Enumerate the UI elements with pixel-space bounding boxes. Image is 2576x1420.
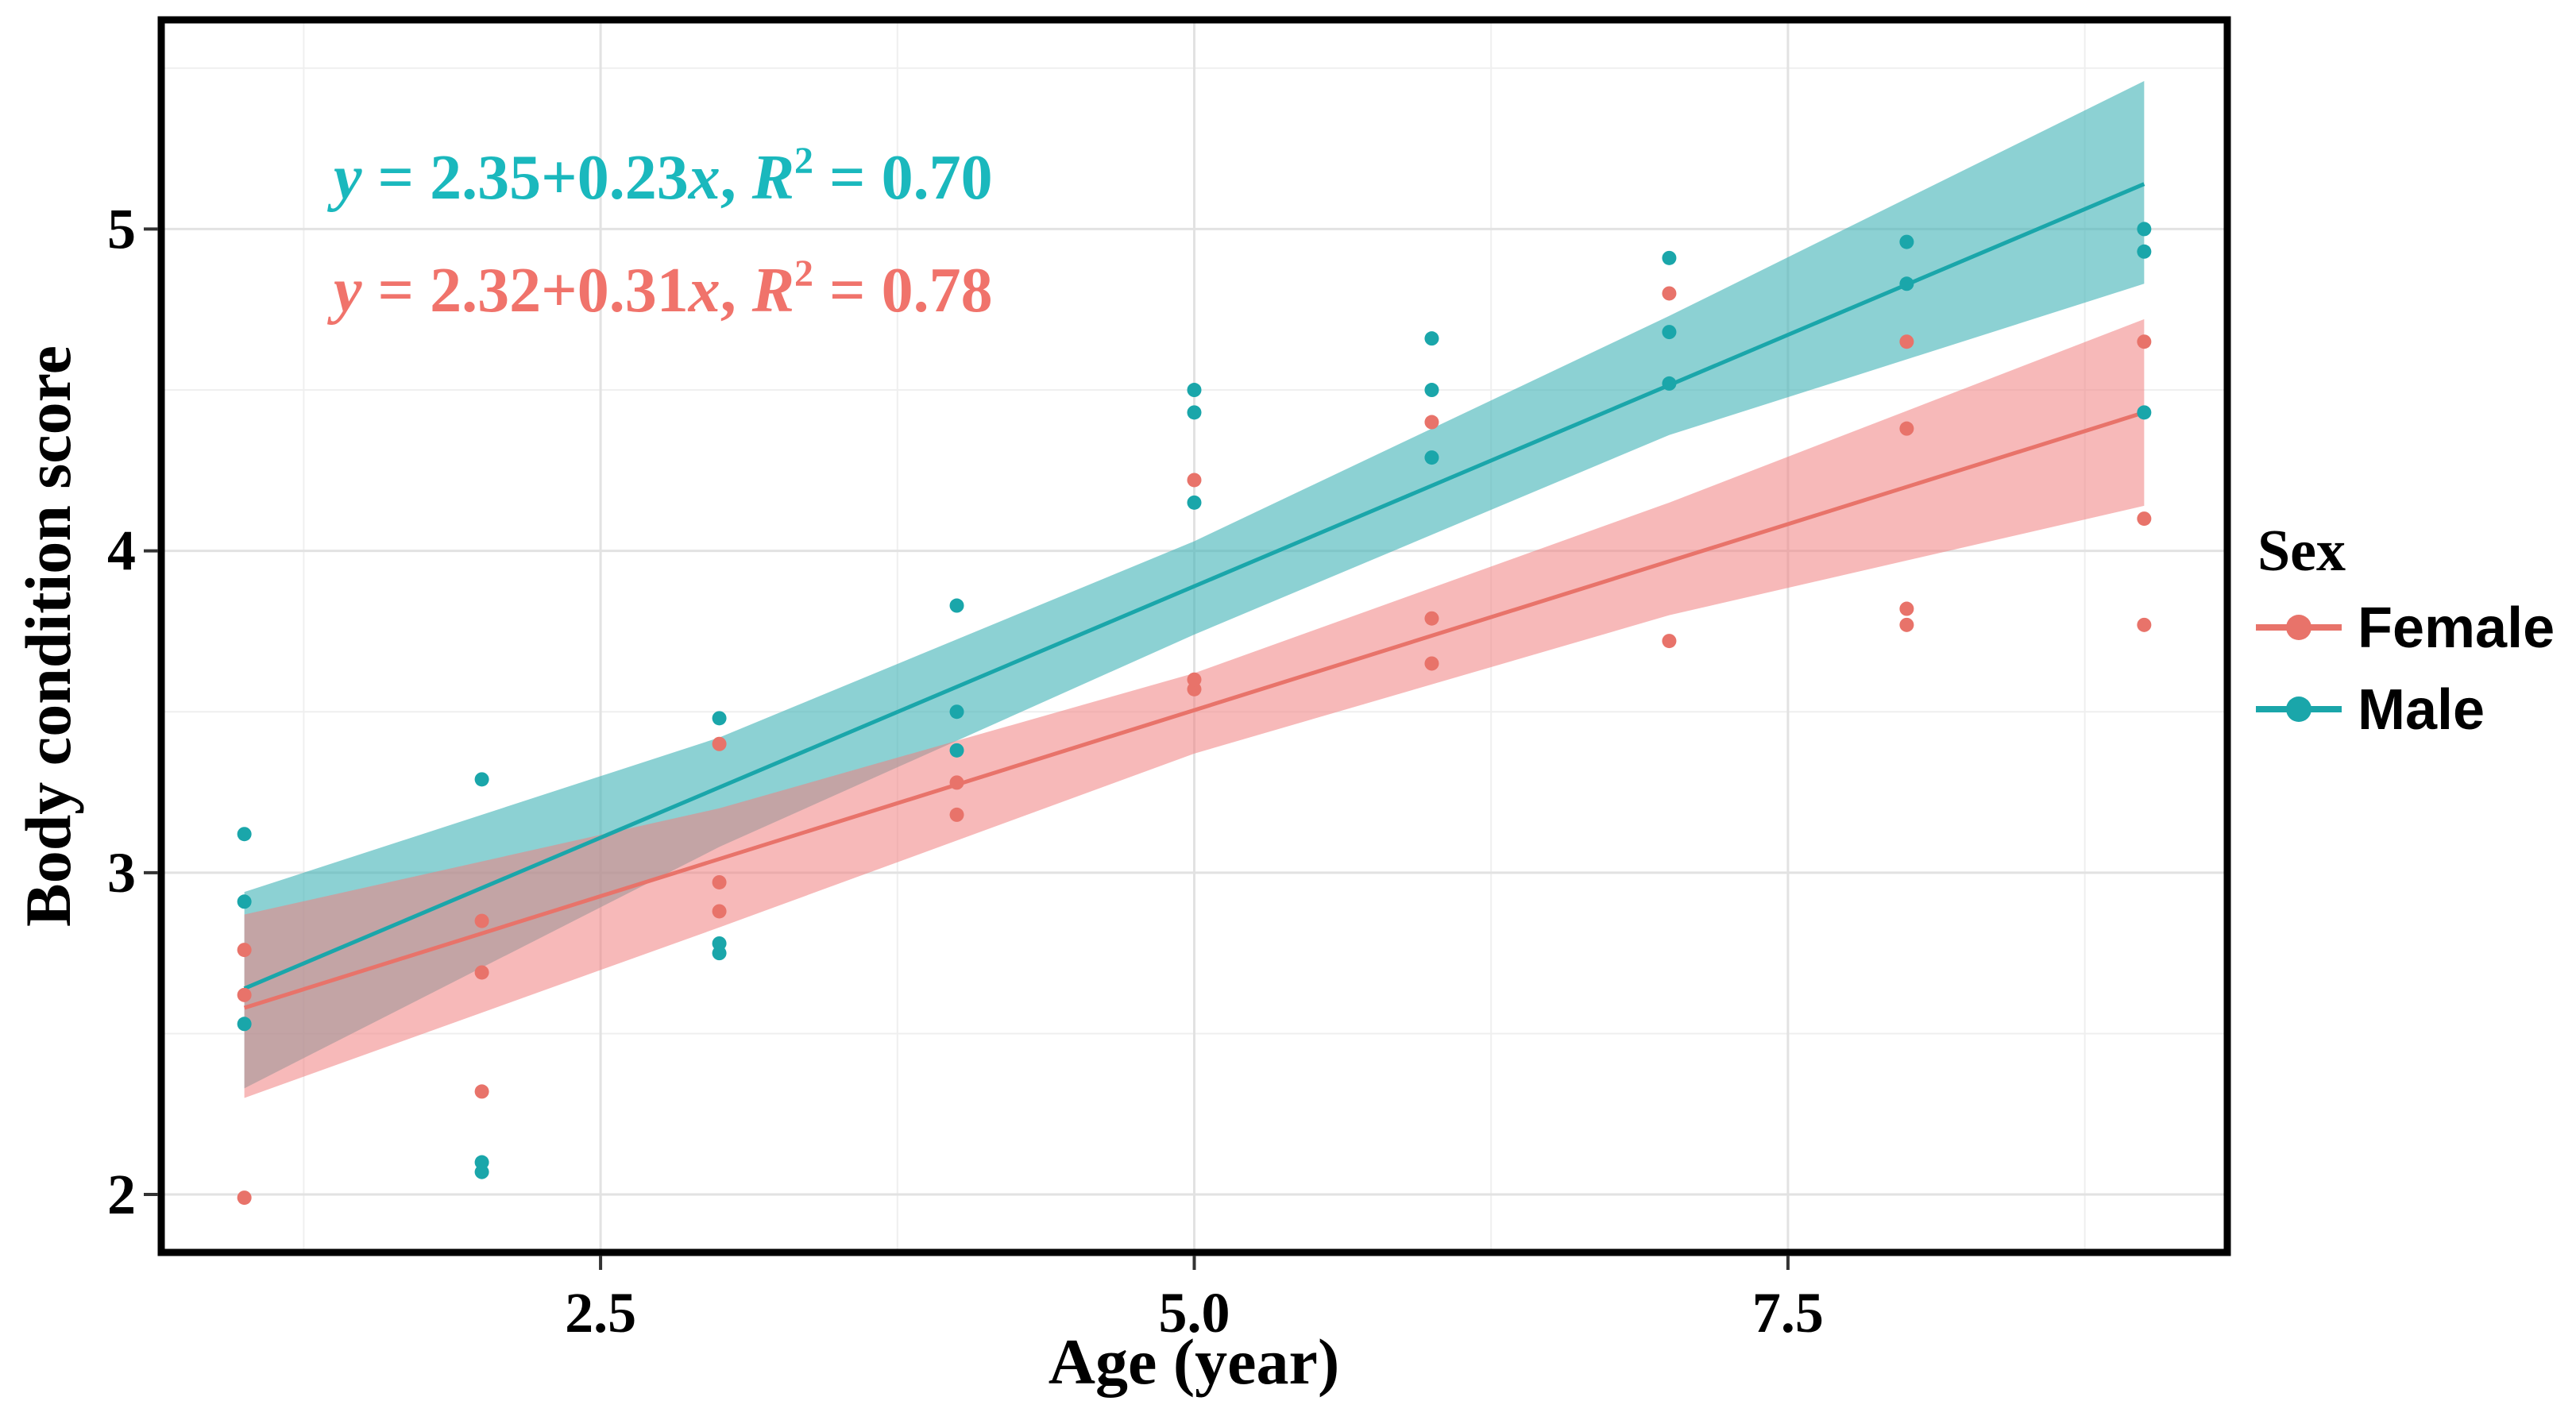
data-point-male <box>1662 376 1677 391</box>
eq-male-x: x <box>688 143 720 213</box>
data-point-female <box>474 1084 489 1099</box>
data-point-female <box>949 775 964 790</box>
data-point-female <box>1899 334 1914 349</box>
legend: Sex Female Male <box>2256 519 2555 742</box>
data-point-female <box>1187 473 1202 488</box>
data-point-male <box>474 772 489 787</box>
data-point-female <box>474 965 489 980</box>
data-point-female <box>1424 415 1439 430</box>
fit-line-female <box>243 410 2145 1010</box>
x-tick-label: 5.0 <box>1159 1281 1230 1345</box>
data-points <box>237 222 2152 1206</box>
x-axis-title: Age (year) <box>1049 1325 1340 1398</box>
data-point-female <box>1899 601 1914 616</box>
data-point-male <box>1662 325 1677 340</box>
eq-female-r: R <box>751 256 794 326</box>
legend-male-label: Male <box>2358 678 2485 742</box>
data-point-female <box>712 904 727 919</box>
plot-border <box>157 16 2231 1256</box>
data-point-male <box>1662 250 1677 265</box>
eq-female-x: x <box>688 256 720 326</box>
data-point-male <box>1187 495 1202 510</box>
eq-female-body: = 2.32+0.31 <box>362 256 689 326</box>
data-point-male <box>1187 383 1202 398</box>
eq-male-sup: 2 <box>794 140 813 182</box>
eq-male-r2: = 0.70 <box>813 143 993 213</box>
data-point-male <box>1424 331 1439 346</box>
eq-male-comma: , <box>720 143 752 213</box>
data-point-female <box>2137 334 2152 349</box>
data-point-female <box>237 1190 252 1206</box>
data-point-female <box>1187 672 1202 687</box>
data-point-female <box>1424 656 1439 671</box>
data-point-male <box>237 827 252 842</box>
data-point-male <box>1187 405 1202 420</box>
y-tick-label: 5 <box>107 197 136 260</box>
legend-item-female: Female <box>2256 596 2555 660</box>
fit-line-male <box>243 182 2145 991</box>
data-point-male <box>1899 276 1914 291</box>
data-point-female <box>2137 511 2152 527</box>
data-point-male <box>1424 450 1439 465</box>
eq-male-r: R <box>751 143 794 213</box>
data-point-female <box>712 736 727 751</box>
eq-female-r2: = 0.78 <box>813 256 993 326</box>
equation-female: y = 2.32+0.31x, R2 = 0.78 <box>326 253 993 326</box>
data-point-male <box>712 936 727 951</box>
data-point-female <box>1662 634 1677 649</box>
eq-male-body: = 2.35+0.23 <box>362 143 689 213</box>
y-tick-label: 3 <box>107 841 136 905</box>
data-point-male <box>2137 244 2152 259</box>
data-point-female <box>474 913 489 928</box>
y-tick-label: 4 <box>107 519 136 583</box>
y-axis-title: Body condition score <box>12 345 84 927</box>
data-point-male <box>237 894 252 909</box>
fit-lines <box>243 182 2145 1010</box>
eq-female-sup: 2 <box>794 253 813 295</box>
data-point-male <box>949 704 964 720</box>
data-point-female <box>1662 286 1677 301</box>
data-point-male <box>949 743 964 758</box>
legend-female-swatch-dot <box>2286 615 2311 640</box>
data-point-male <box>1424 383 1439 398</box>
data-point-female <box>1899 421 1914 436</box>
data-point-female <box>2137 617 2152 632</box>
eq-female-comma: , <box>720 256 752 326</box>
data-point-female <box>712 874 727 889</box>
equation-male: y = 2.35+0.23x, R2 = 0.70 <box>326 140 993 213</box>
data-point-male <box>1899 234 1914 249</box>
x-tick-label: 2.5 <box>565 1281 636 1345</box>
x-axis-ticks: 2.5 5.0 7.5 <box>565 1256 1824 1345</box>
data-point-female <box>1899 617 1914 632</box>
data-point-female <box>237 943 252 958</box>
y-axis-ticks: 2 3 4 5 <box>107 197 158 1226</box>
legend-male-swatch-dot <box>2286 696 2311 722</box>
data-point-female <box>237 987 252 1002</box>
legend-item-male: Male <box>2256 678 2485 742</box>
data-point-male <box>2137 405 2152 420</box>
data-point-female <box>949 807 964 822</box>
x-tick-label: 7.5 <box>1752 1281 1824 1345</box>
data-point-male <box>474 1155 489 1170</box>
data-point-male <box>949 598 964 613</box>
y-tick-label: 2 <box>107 1163 136 1226</box>
data-point-female <box>1424 611 1439 626</box>
data-point-male <box>237 1017 252 1032</box>
data-point-male <box>2137 222 2152 237</box>
legend-female-label: Female <box>2358 596 2555 660</box>
data-point-male <box>712 711 727 726</box>
legend-title: Sex <box>2257 519 2346 584</box>
